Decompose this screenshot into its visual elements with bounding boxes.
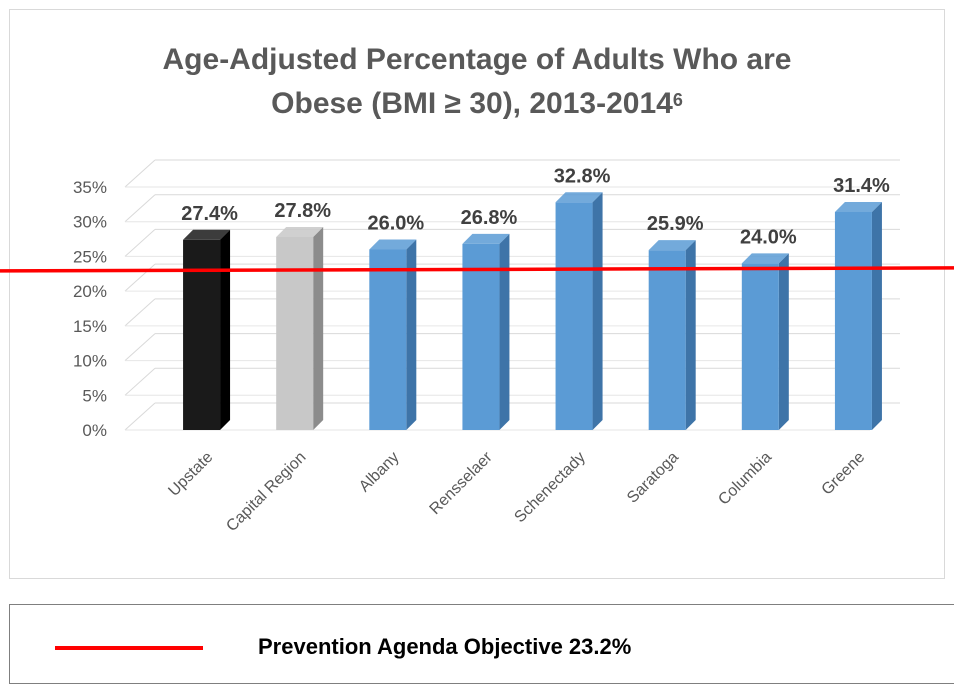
gridline-diagonal (124, 229, 156, 257)
chart-title-line-2-text: Obese (BMI ≥ 30), 2013-2014 (271, 87, 673, 120)
bar-top (648, 240, 696, 251)
bar-top (183, 229, 231, 240)
x-category-label: Albany (356, 449, 403, 496)
bar-top (462, 233, 510, 244)
data-label: 25.9% (647, 213, 704, 235)
bar-chart-plot: 0% 5% 10% 15% 20% 25% 30% 35% 27.4% Upstate 27.8% C… (0, 159, 954, 535)
y-tick-label: 0% (82, 421, 107, 440)
x-category-label: Capital Region (223, 449, 309, 535)
x-category-label: Greene (819, 449, 869, 499)
y-tick-label: 35% (73, 178, 107, 197)
data-label: 26.0% (367, 212, 424, 234)
y-tick-label: 10% (73, 352, 107, 371)
gridline-diagonal (124, 402, 156, 431)
bar-top (369, 239, 417, 250)
reference-line (0, 266, 954, 273)
bar-top (555, 192, 603, 203)
chart-title-superscript: 6 (672, 90, 683, 110)
data-label: 24.0% (740, 226, 797, 248)
legend-label: Prevention Agenda Objective 23.2% (258, 634, 632, 659)
y-tick-label: 25% (73, 247, 107, 266)
bar (741, 263, 779, 430)
bar (369, 249, 407, 430)
gridline-diagonal (124, 263, 156, 292)
bar (183, 239, 221, 430)
data-label: 26.8% (461, 207, 518, 229)
bar-side (499, 233, 510, 430)
chart-title: Age-Adjusted Percentage of Adults Who ar… (0, 38, 954, 126)
legend-reference-line-swatch (55, 646, 203, 650)
data-label: 27.4% (181, 203, 238, 225)
bar (555, 202, 593, 430)
bar (834, 211, 872, 430)
x-category-label: Schenectady (511, 449, 588, 526)
x-category-label: Saratoga (624, 449, 682, 507)
bar-top (834, 201, 882, 212)
data-label: 27.8% (274, 200, 331, 222)
chart-title-line-2: Obese (BMI ≥ 30), 2013-20146 (0, 82, 954, 126)
gridline-diagonal (124, 194, 156, 223)
chart-title-line-1: Age-Adjusted Percentage of Adults Who ar… (162, 43, 792, 76)
gridline-diagonal (124, 159, 156, 188)
gridline-diagonal (124, 367, 156, 396)
y-tick-label: 20% (73, 282, 107, 301)
y-tick-label: 5% (82, 386, 107, 405)
bar-top (741, 253, 789, 264)
x-category-label: Rensselaer (427, 448, 497, 518)
bar (648, 250, 686, 430)
bar-side (778, 253, 789, 430)
bar-side (313, 226, 324, 430)
data-label: 32.8% (554, 165, 611, 187)
bar-side (406, 239, 417, 430)
bar-top (276, 226, 324, 237)
y-tick-label: 30% (73, 213, 107, 232)
x-category-label: Upstate (165, 449, 216, 500)
bar (276, 236, 314, 430)
bar-side (592, 192, 603, 430)
bar (462, 243, 500, 430)
y-tick-label: 15% (73, 317, 107, 336)
bar-side (220, 229, 231, 430)
data-label: 31.4% (833, 175, 890, 197)
bar-side (871, 201, 882, 430)
x-category-label: Columbia (715, 449, 775, 509)
gridline-diagonal (124, 298, 156, 327)
gridline-diagonal (124, 333, 156, 361)
bar-side (685, 240, 696, 430)
